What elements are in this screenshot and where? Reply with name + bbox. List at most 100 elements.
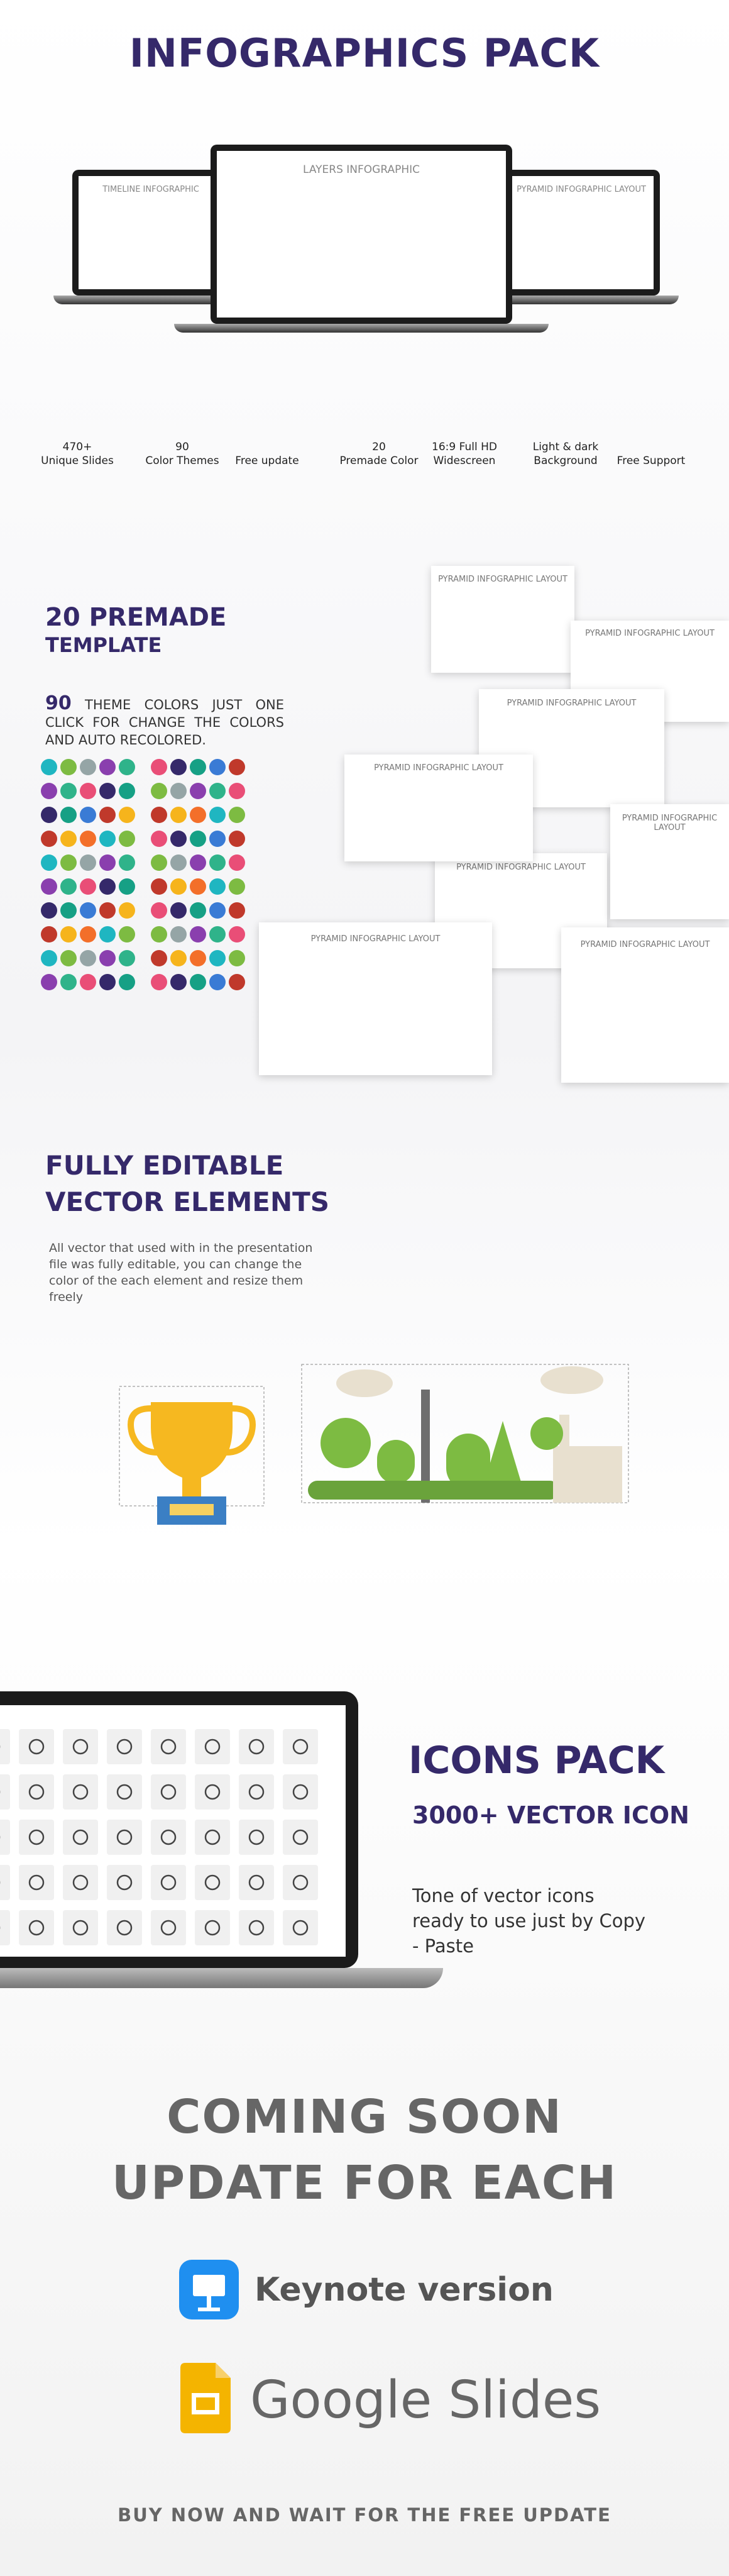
icon-glyph (160, 1920, 177, 1936)
icon-tile (195, 1729, 230, 1764)
icon-tile (107, 1910, 142, 1945)
color-dot (170, 902, 187, 919)
icon-glyph (72, 1739, 89, 1755)
feature-label: Free update (217, 454, 317, 468)
icon-glyph (72, 1784, 89, 1800)
icon-glyph (160, 1739, 177, 1755)
screen-title: LAYERS INFOGRAPHIC (302, 163, 420, 176)
count: 90 (45, 692, 72, 714)
screen-title: PYRAMID INFOGRAPHIC LAYOUT (517, 185, 646, 194)
feature-line: Free Support (617, 455, 686, 467)
color-dot (119, 926, 135, 943)
slide-card: PYRAMID INFOGRAPHIC LAYOUT (344, 755, 533, 861)
icon-glyph (292, 1874, 309, 1891)
screen-content: TIMELINE INFOGRAPHIC (79, 176, 223, 289)
icon-glyph (116, 1829, 133, 1845)
color-dot (60, 902, 77, 919)
color-dot (209, 974, 226, 990)
color-dot (41, 783, 57, 799)
icon-tile (151, 1910, 186, 1945)
color-dot (99, 926, 116, 943)
icon-stand (207, 2296, 211, 2310)
color-dot (80, 831, 96, 847)
color-dot (190, 831, 206, 847)
icon-tile (63, 1820, 98, 1855)
color-dot (80, 878, 96, 895)
vector-description: All vector that used with in the present… (49, 1241, 313, 1304)
color-dot (209, 878, 226, 895)
icon-tile (239, 1774, 274, 1810)
color-dot (190, 854, 206, 871)
feature-line: 90 (175, 441, 189, 453)
color-dot (119, 902, 135, 919)
slide-title: PYRAMID INFOGRAPHIC LAYOUT (456, 862, 586, 872)
color-dot (41, 950, 57, 966)
icon-glyph (116, 1874, 133, 1891)
color-dot (60, 974, 77, 990)
icon-glyph (204, 1874, 221, 1891)
icon-tile (19, 1820, 54, 1855)
color-dot (60, 783, 77, 799)
title-line: 20 PREMADE (45, 603, 227, 632)
icon-glyph (28, 1739, 45, 1755)
laptop-base (53, 296, 248, 304)
color-dot (190, 878, 206, 895)
icon-tile (0, 1910, 10, 1945)
color-dot (119, 807, 135, 823)
color-dot (41, 974, 57, 990)
title-line: VECTOR ELEMENTS (45, 1186, 330, 1217)
color-dot (209, 759, 226, 775)
color-dot (151, 783, 167, 799)
color-dot (170, 950, 187, 966)
color-dot (229, 759, 245, 775)
tree (484, 1421, 522, 1484)
color-dot (229, 807, 245, 823)
color-dot (99, 759, 116, 775)
color-dot (119, 950, 135, 966)
slide-title: PYRAMID INFOGRAPHIC LAYOUT (507, 699, 637, 709)
icon-glyph (292, 1829, 309, 1845)
feature-label: Light & dark Background (515, 440, 616, 468)
icon-tile (283, 1774, 318, 1810)
icon-glyph (248, 1874, 265, 1891)
description: THEME COLORS JUST ONE CLICK FOR CHANGE T… (45, 697, 284, 748)
color-dot (209, 783, 226, 799)
color-dot (229, 854, 245, 871)
selection (301, 1364, 629, 1503)
icon-tile (195, 1910, 230, 1945)
icon-tile (0, 1865, 10, 1900)
color-dot (151, 974, 167, 990)
color-dot (41, 759, 57, 775)
color-dot (170, 831, 187, 847)
color-dot (209, 854, 226, 871)
color-dot (99, 831, 116, 847)
icon-tile (195, 1820, 230, 1855)
icon-glyph (248, 1920, 265, 1936)
leaf (530, 1417, 563, 1450)
icon-tile (239, 1820, 274, 1855)
color-dot (99, 854, 116, 871)
screen-content: PYRAMID INFOGRAPHIC LAYOUT (509, 176, 654, 289)
color-dot (80, 854, 96, 871)
color-dot (60, 807, 77, 823)
color-dot (119, 759, 135, 775)
line: COMING SOON (167, 2090, 562, 2144)
color-dot (99, 902, 116, 919)
icon-glyph (116, 1784, 133, 1800)
color-dot (170, 878, 187, 895)
slide-title: PYRAMID INFOGRAPHIC LAYOUT (374, 763, 503, 773)
icon-glyph (292, 1920, 309, 1936)
icons-description: Tone of vector icons ready to use just b… (412, 1885, 646, 1957)
keynote-label: Keynote version (255, 2271, 554, 2309)
tree (446, 1434, 490, 1490)
feature-line: Light & dark (532, 441, 599, 453)
line: UPDATE FOR EACH (111, 2156, 618, 2210)
icon-tile (107, 1820, 142, 1855)
color-dot (41, 902, 57, 919)
title-line: TEMPLATE (45, 633, 162, 657)
icons-subtitle: 3000+ VECTOR ICON (412, 1801, 689, 1829)
icon-tile (19, 1865, 54, 1900)
color-dot (99, 974, 116, 990)
icon-glyph (72, 1920, 89, 1936)
color-dot (80, 807, 96, 823)
